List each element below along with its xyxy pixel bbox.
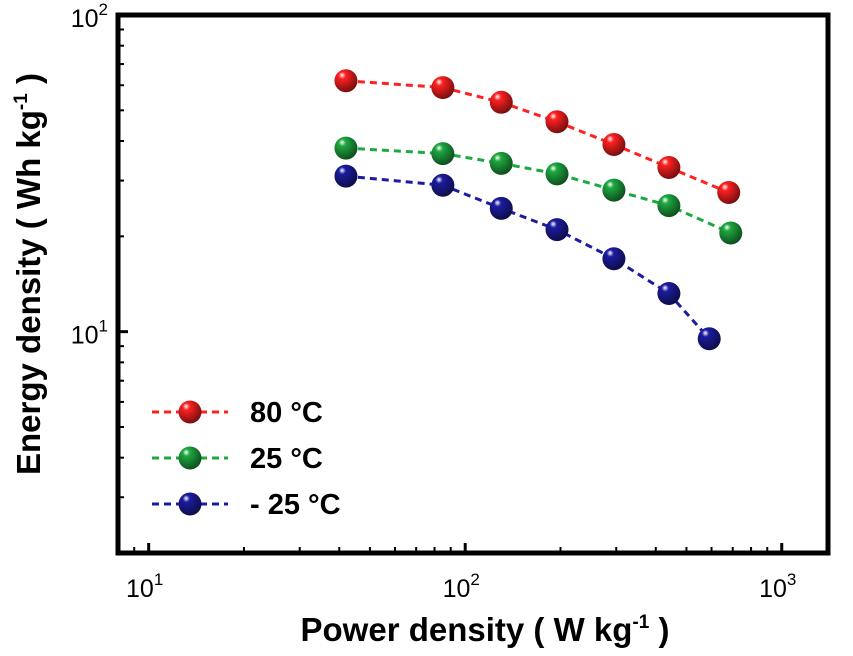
legend-marker [178, 400, 202, 424]
series-2-point [334, 136, 358, 160]
series-1-point [334, 69, 358, 93]
series-1-point [717, 181, 741, 205]
series-3-point [431, 173, 455, 197]
legend-label: 80 °C [250, 397, 323, 429]
legend-item: 25 °C [152, 443, 323, 475]
series-2-point [719, 221, 743, 245]
series-3-point [334, 164, 358, 188]
legend-item: 80 °C [152, 397, 323, 429]
tick-labels: 101 102 103 101 102 [71, 0, 797, 603]
series-1-point [489, 90, 513, 114]
series-3-point [545, 218, 569, 242]
y-tick-label: 102 [71, 0, 108, 33]
legend-label: 25 °C [250, 443, 323, 475]
legend-marker [178, 446, 202, 470]
y-tick-label: 101 [71, 317, 108, 350]
series-3-point [657, 281, 681, 305]
x-tick-label: 103 [759, 570, 796, 603]
plot-frame [115, 12, 831, 556]
series-2-point [489, 151, 513, 175]
series-3-point [602, 247, 626, 271]
series-3-point [489, 196, 513, 220]
series-1-point [657, 155, 681, 179]
series-2-point [545, 162, 569, 186]
series-1-point [545, 110, 569, 134]
series-2-point [431, 142, 455, 166]
legend-item: - 25 °C [152, 489, 341, 521]
x-tick-label: 102 [443, 570, 480, 603]
series-1-point [431, 76, 455, 100]
series-2-point [602, 178, 626, 202]
x-axis-title: Power density ( W kg-1 ) [301, 611, 670, 648]
series-2-point [657, 194, 681, 218]
series-3 [334, 164, 721, 351]
legend: 80 °C 25 °C - 25 °C [152, 397, 341, 521]
y-axis-title: Energy density ( Wh kg-1 ) [10, 73, 47, 475]
series-1 [334, 69, 741, 205]
series-1-point [602, 132, 626, 156]
series-3-point [697, 327, 721, 351]
series-2 [334, 136, 743, 245]
series-layer [334, 69, 743, 351]
legend-label: - 25 °C [250, 489, 341, 521]
x-tick-label: 101 [126, 570, 163, 603]
legend-marker [178, 492, 202, 516]
